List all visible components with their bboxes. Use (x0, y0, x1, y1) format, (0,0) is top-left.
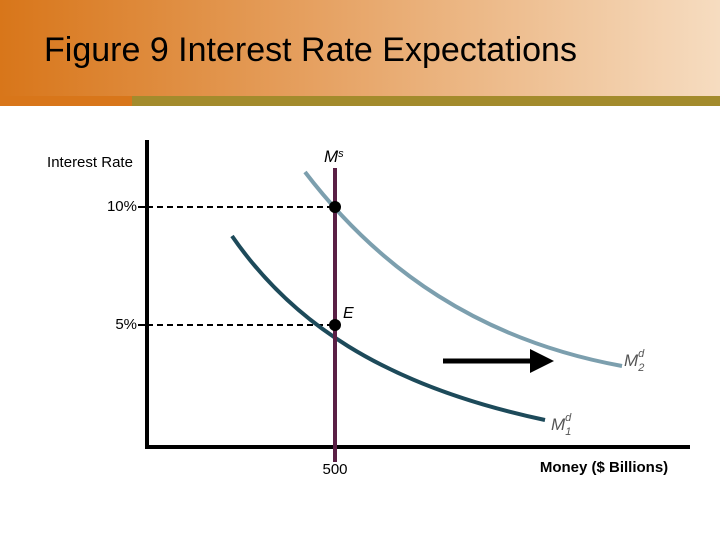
y-axis-label: Interest Rate (47, 154, 133, 171)
x-axis-label: Money ($ Billions) (540, 459, 668, 476)
label-sub: 1 (565, 426, 571, 438)
header-band (0, 0, 720, 96)
point-label: E (343, 305, 354, 322)
point (329, 201, 341, 213)
label-sup: d (638, 348, 645, 360)
demand-1-label: Md 1 (551, 412, 572, 438)
demand-curve-1 (230, 234, 546, 422)
label-base: M (551, 415, 566, 434)
label-sub: 2 (637, 362, 644, 374)
point (329, 319, 341, 331)
label-sup: d (565, 412, 572, 424)
x-tick-label: 500 (322, 461, 347, 478)
supply-label: Ms (324, 147, 344, 166)
y-tick-label: 10% (107, 198, 137, 215)
demand-2-label: Md 2 (624, 348, 645, 374)
label-base: M (624, 351, 639, 370)
y-tick-label: 5% (115, 316, 137, 333)
arrow-head (530, 349, 554, 373)
header-rule (132, 96, 720, 106)
header-rule-left (0, 96, 132, 106)
label-base: M (324, 147, 339, 166)
label-sup: s (338, 148, 344, 160)
title: Figure 9 Interest Rate Expectations (44, 31, 577, 69)
